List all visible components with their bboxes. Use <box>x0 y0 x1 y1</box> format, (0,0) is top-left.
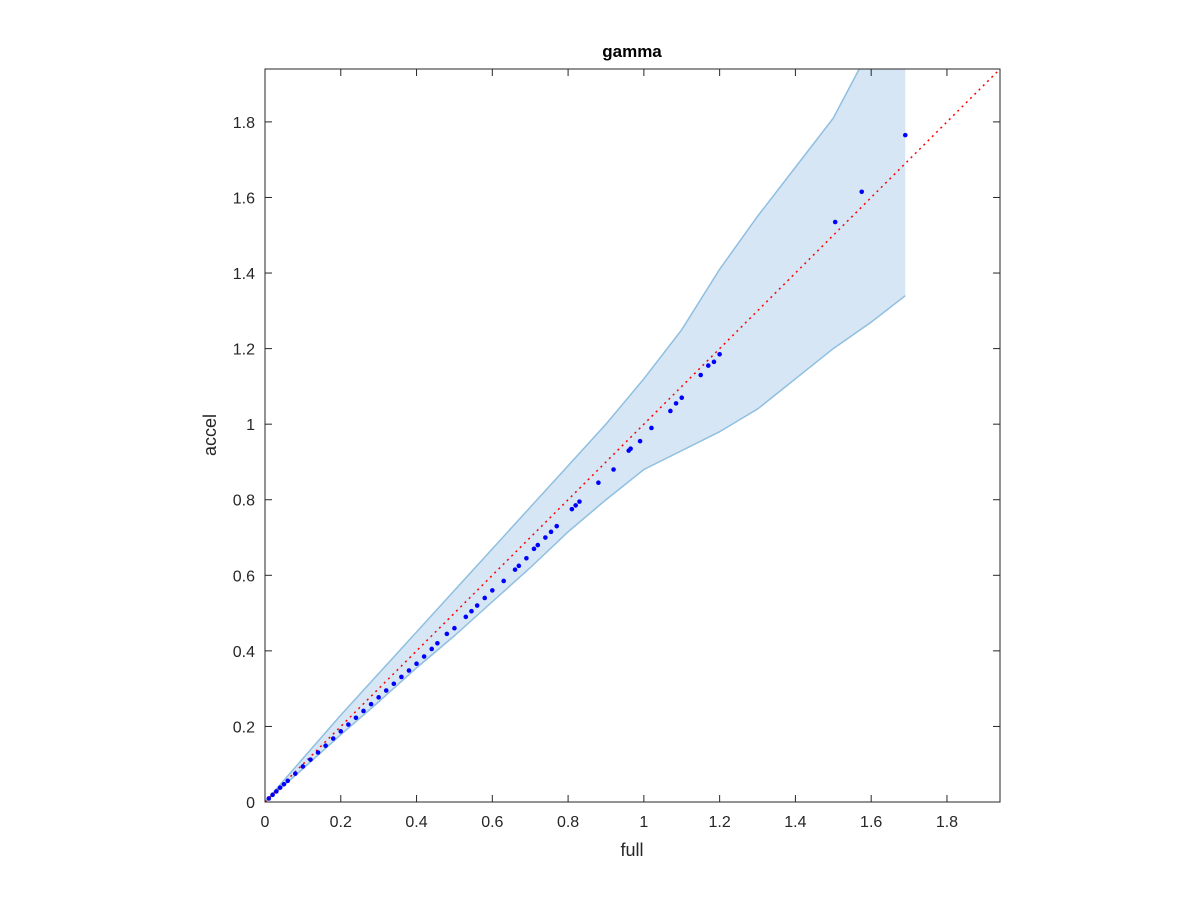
data-point <box>376 695 381 700</box>
x-tick-label: 0 <box>261 814 270 831</box>
data-point <box>338 729 344 734</box>
chart-title: gamma <box>602 42 662 61</box>
data-point <box>717 351 722 357</box>
data-point <box>429 646 435 652</box>
data-point <box>452 625 457 631</box>
data-point <box>323 743 328 749</box>
data-point <box>368 701 374 707</box>
data-point <box>444 631 450 637</box>
data-point <box>330 736 336 741</box>
y-tick-label: 1.6 <box>233 190 255 207</box>
y-tick-label: 0.2 <box>233 719 255 736</box>
y-tick-label: 0.6 <box>233 568 255 585</box>
data-point <box>679 395 685 401</box>
x-tick-label: 0.4 <box>405 814 427 831</box>
x-tick-label: 1.4 <box>784 814 806 831</box>
data-point <box>516 563 522 569</box>
x-tick-label: 1.8 <box>936 814 958 831</box>
data-point <box>859 189 865 195</box>
y-tick-label: 1 <box>246 417 255 434</box>
reference-line <box>265 69 1000 802</box>
data-point <box>628 446 633 452</box>
data-point <box>482 595 488 601</box>
data-point <box>469 608 474 614</box>
data-point <box>353 715 359 721</box>
data-point <box>281 781 287 787</box>
data-point <box>270 792 275 798</box>
data-point <box>285 778 291 784</box>
data-point <box>543 535 548 540</box>
data-point <box>577 499 582 504</box>
data-point <box>274 789 279 794</box>
data-point <box>611 467 616 472</box>
y-tick-label: 1.2 <box>233 342 255 359</box>
data-point <box>832 219 838 225</box>
x-axis-label: full <box>620 840 643 860</box>
data-point <box>315 750 321 755</box>
y-tick-label: 0.8 <box>233 493 255 510</box>
data-point <box>668 408 673 414</box>
data-point <box>293 771 298 776</box>
data-point <box>406 668 412 673</box>
data-point <box>512 567 518 572</box>
data-point <box>463 614 469 620</box>
data-point <box>524 555 529 561</box>
data-point <box>649 425 654 431</box>
data-point <box>573 503 578 508</box>
axes: 0 0.2 0.4 0.6 0.8 1 1.2 1.4 1.6 1.8 0 0.2 0.4 0.6 0.8 1… <box>233 68 1001 831</box>
data-point <box>399 674 404 680</box>
data-point <box>361 708 366 714</box>
axes-box <box>264 68 1001 803</box>
data-point <box>711 359 717 365</box>
data-point <box>673 401 679 406</box>
data-point <box>554 523 560 529</box>
x-tick-label: 0.2 <box>330 814 352 831</box>
band-edge <box>265 295 906 802</box>
y-tick-label: 1.4 <box>233 266 255 283</box>
y-tick-label: 1.8 <box>233 115 255 132</box>
x-tick-label: 0.8 <box>557 814 579 831</box>
y-tick-label: 0 <box>246 795 255 812</box>
data-point <box>705 363 711 368</box>
data-point <box>421 654 427 659</box>
data-point <box>383 688 389 693</box>
data-point <box>698 372 703 378</box>
data-point <box>435 641 440 646</box>
data-point <box>531 546 537 552</box>
data-point <box>277 785 283 790</box>
x-tick-label: 1.6 <box>860 814 882 831</box>
band-edge <box>265 69 861 802</box>
data-point <box>596 480 601 486</box>
data-point <box>300 764 306 769</box>
data-point <box>346 722 351 727</box>
y-tick-label: 0.4 <box>233 644 255 661</box>
x-tick-label: 0.6 <box>481 814 503 831</box>
data-point <box>266 796 272 801</box>
data-point <box>391 681 397 687</box>
data-point <box>569 506 575 512</box>
data-point <box>474 603 480 608</box>
data-point <box>548 529 554 535</box>
y-axis-label: accel <box>200 414 220 456</box>
data-point <box>637 438 643 444</box>
data-point <box>308 757 313 762</box>
x-tick-label: 1 <box>639 814 648 831</box>
data-point <box>501 578 506 584</box>
data-point <box>902 132 908 138</box>
confidence-band <box>265 69 906 802</box>
x-tick-label: 1.2 <box>709 814 731 831</box>
plot-area <box>265 69 1000 802</box>
data-point <box>490 588 495 593</box>
data-point <box>414 661 419 667</box>
data-point <box>535 542 541 548</box>
